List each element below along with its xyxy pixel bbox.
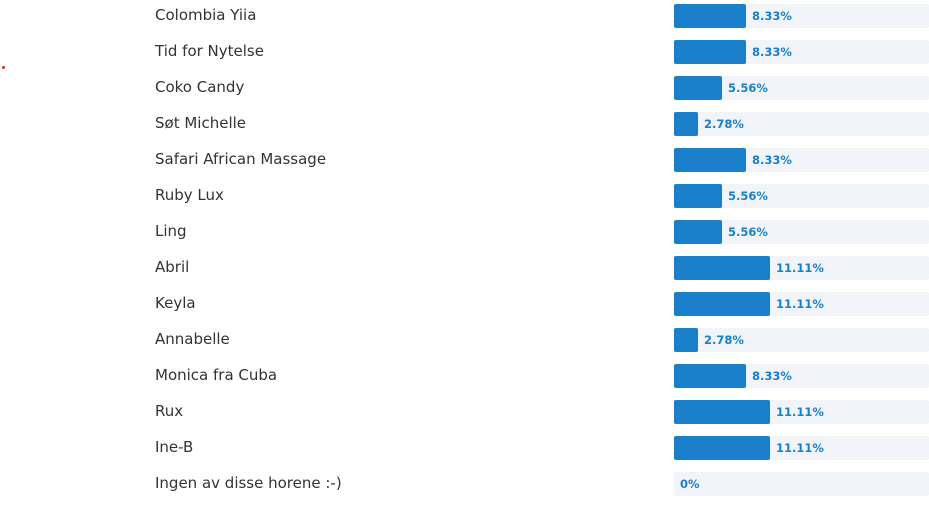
option-label: Tid for Nytelse <box>155 42 264 60</box>
result-bar-track: 11.11% <box>674 292 929 316</box>
result-bar-track: 0% <box>674 472 929 496</box>
option-label: Annabelle <box>155 330 230 348</box>
result-bar-track: 11.11% <box>674 256 929 280</box>
result-bar-track: 11.11% <box>674 400 929 424</box>
result-bar-fill <box>674 40 746 64</box>
percent-label: 8.33% <box>751 45 792 59</box>
percent-label: 0% <box>680 477 700 491</box>
poll-option-row: Ingen av disse horene :-) 0% <box>0 468 929 504</box>
poll-option-row: Rux 11.11% <box>0 396 929 432</box>
result-bar-fill <box>674 112 699 136</box>
result-bar-track: 11.11% <box>674 436 929 460</box>
result-bar-track: 5.56% <box>674 184 929 208</box>
option-label: Safari African Massage <box>155 150 327 168</box>
result-bar-fill <box>674 436 770 460</box>
percent-label: 8.33% <box>751 9 792 23</box>
poll-option-row: Ine-B 11.11% <box>0 432 929 468</box>
result-bar-track: 5.56% <box>674 76 929 100</box>
option-label: Coko Candy <box>155 78 245 96</box>
result-bar-fill <box>674 364 746 388</box>
result-bar-fill <box>674 256 770 280</box>
option-label: Ingen av disse horene :-) <box>155 474 342 492</box>
poll-option-row: Tid for Nytelse 8.33% <box>0 36 929 72</box>
poll-option-row: Annabelle 2.78% <box>0 324 929 360</box>
percent-label: 5.56% <box>728 189 768 203</box>
option-label: Søt Michelle <box>155 114 247 132</box>
poll-option-row: Ling 5.56% <box>0 216 929 252</box>
result-bar-track: 8.33% <box>674 4 929 28</box>
result-bar-fill <box>674 328 699 352</box>
option-label: Ine-B <box>155 438 194 456</box>
percent-label: 11.11% <box>775 297 824 311</box>
poll-option-row: Colombia Yiia 8.33% <box>0 0 929 36</box>
result-bar-track: 8.33% <box>674 148 929 172</box>
result-bar-track: 2.78% <box>674 328 929 352</box>
result-bar-fill <box>674 76 723 100</box>
poll-option-row: Ruby Lux 5.56% <box>0 180 929 216</box>
result-bar-fill <box>674 220 723 244</box>
result-bar-fill <box>674 184 723 208</box>
option-label: Colombia Yiia <box>155 6 257 24</box>
poll-option-row: Abril 11.11% <box>0 252 929 288</box>
poll-option-row: Søt Michelle 2.78% <box>0 108 929 144</box>
poll-option-row: Keyla 11.11% <box>0 288 929 324</box>
percent-label: 2.78% <box>704 333 744 347</box>
result-bar-fill <box>674 292 770 316</box>
option-label: Abril <box>155 258 190 276</box>
poll-option-row: Coko Candy 5.56% <box>0 72 929 108</box>
percent-label: 11.11% <box>775 441 824 455</box>
option-label: Ling <box>155 222 187 240</box>
percent-label: 8.33% <box>751 369 792 383</box>
percent-label: 5.56% <box>728 81 768 95</box>
result-bar-fill <box>674 148 746 172</box>
percent-label: 11.11% <box>775 405 824 419</box>
percent-label: 5.56% <box>728 225 768 239</box>
option-label: Keyla <box>155 294 196 312</box>
result-bar-track: 5.56% <box>674 220 929 244</box>
percent-label: 8.33% <box>751 153 792 167</box>
result-bar-track: 2.78% <box>674 112 929 136</box>
red-dot-marker <box>2 66 5 69</box>
result-bar-track: 8.33% <box>674 364 929 388</box>
option-label: Rux <box>155 402 184 420</box>
result-bar-fill <box>674 400 770 424</box>
percent-label: 11.11% <box>775 261 824 275</box>
result-bar-fill <box>674 4 746 28</box>
result-bar-track: 8.33% <box>674 40 929 64</box>
percent-label: 2.78% <box>704 117 744 131</box>
option-label: Monica fra Cuba <box>155 366 278 384</box>
poll-option-row: Monica fra Cuba 8.33% <box>0 360 929 396</box>
poll-option-row: Safari African Massage 8.33% <box>0 144 929 180</box>
option-label: Ruby Lux <box>155 186 224 204</box>
